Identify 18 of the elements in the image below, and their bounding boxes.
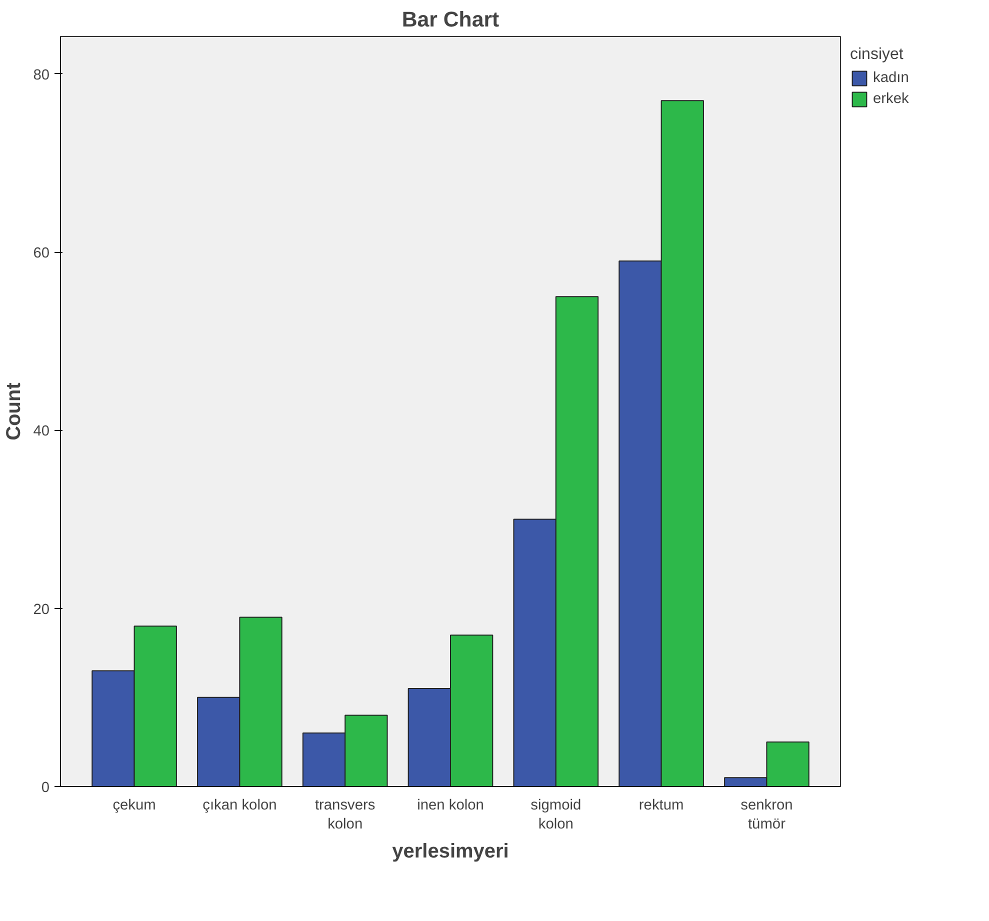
x-tick-label: çıkan kolon [202,798,277,814]
x-tick-label: sigmoid kolon [530,798,582,833]
x-tick-label: inen kolon [417,798,484,814]
y-tick-label: 80 [33,67,50,84]
x-tick-label: çekum [112,798,156,814]
chart-title: Bar Chart [402,8,500,32]
y-tick-label: 60 [33,246,50,262]
x-axis-title: yerlesimyeri [392,840,509,863]
legend-title: cinsiyet [850,46,904,64]
y-tick-label: 40 [33,424,50,440]
legend-label: erkek [873,91,909,107]
x-tick-label: senkron tümör [740,798,793,833]
y-axis-title: Count [3,382,26,440]
x-tick-label: transvers kolon [314,798,376,833]
y-tick-label: 20 [33,602,50,618]
x-tick-label: rektum [638,798,684,814]
y-tick-label: 0 [41,780,50,796]
legend-label: kadın [873,70,909,86]
